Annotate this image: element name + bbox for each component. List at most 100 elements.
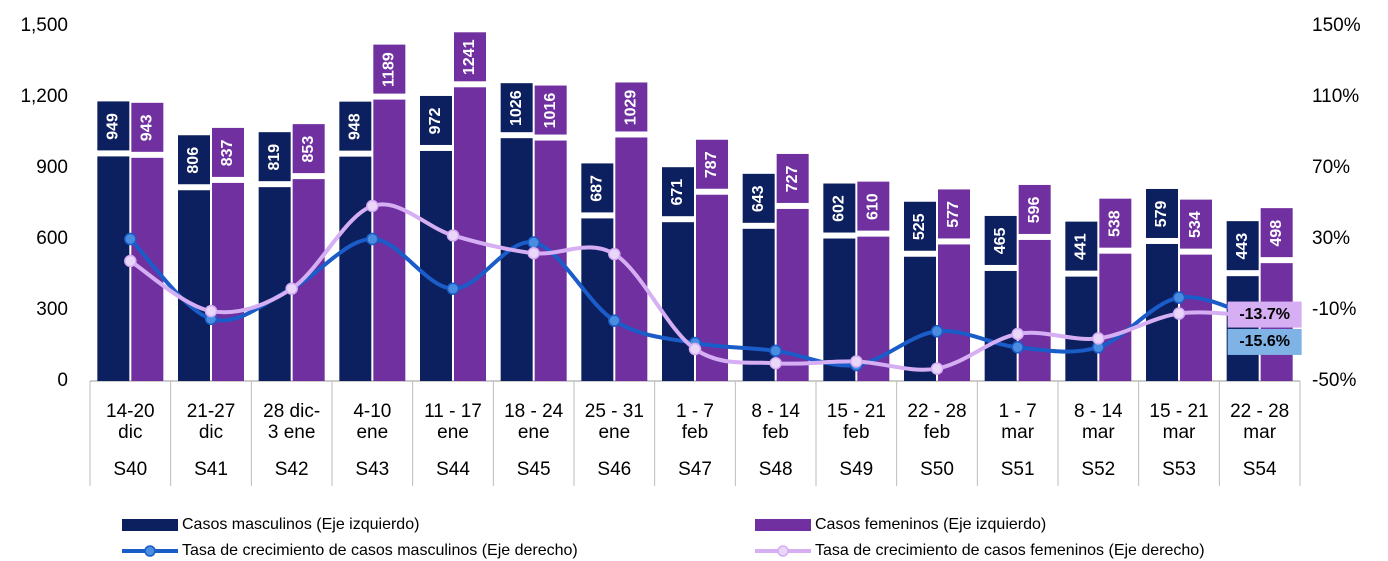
marker bbox=[527, 246, 540, 260]
marker bbox=[688, 342, 702, 356]
bar-label-box bbox=[339, 101, 372, 151]
marker bbox=[366, 199, 379, 213]
bar-label-box bbox=[258, 132, 291, 182]
bar-label: 806 bbox=[185, 147, 202, 174]
marker bbox=[527, 236, 540, 249]
bar bbox=[1099, 253, 1132, 381]
bar bbox=[339, 156, 372, 381]
legend-swatch bbox=[755, 519, 811, 531]
marker bbox=[285, 282, 298, 295]
x-tick-label: ene bbox=[518, 422, 550, 443]
legend-swatch bbox=[122, 519, 178, 531]
x-week-label: S41 bbox=[194, 459, 228, 480]
bar-label: 727 bbox=[784, 165, 801, 192]
x-week-label: S54 bbox=[1243, 459, 1277, 480]
marker bbox=[1011, 341, 1024, 354]
bar-label-box bbox=[1146, 188, 1178, 238]
x-tick-label: 28 dic- bbox=[263, 401, 320, 422]
bar-label: 1029 bbox=[623, 90, 640, 126]
bar-label: 525 bbox=[911, 213, 928, 240]
bar-label: 538 bbox=[1107, 210, 1124, 237]
bar-label-box bbox=[420, 95, 452, 145]
marker bbox=[366, 232, 379, 246]
x-tick-label: feb bbox=[924, 422, 950, 443]
x-tick-label: ene bbox=[356, 422, 388, 443]
marker bbox=[204, 304, 218, 318]
bar-label-box bbox=[212, 127, 244, 177]
x-tick-label: 4-10 bbox=[353, 401, 391, 422]
x-week-label: S51 bbox=[1001, 459, 1035, 480]
bar-label: 579 bbox=[1153, 201, 1170, 228]
bar-label-box bbox=[823, 183, 856, 233]
bar-label: 596 bbox=[1026, 197, 1043, 224]
y2-tick-label: 30% bbox=[1312, 228, 1350, 249]
x-week-label: S47 bbox=[678, 459, 712, 480]
bar bbox=[696, 194, 728, 381]
bar-label-box bbox=[292, 124, 325, 174]
marker bbox=[930, 325, 944, 338]
y-tick-label: 0 bbox=[57, 370, 68, 391]
bar-label-box bbox=[1260, 208, 1293, 258]
bar bbox=[984, 270, 1017, 381]
bar-label: 819 bbox=[266, 144, 283, 171]
bar-label-box bbox=[984, 215, 1017, 265]
bar-label-box bbox=[938, 189, 970, 239]
bar bbox=[742, 228, 775, 381]
bar-label: 643 bbox=[750, 185, 767, 212]
marker bbox=[608, 247, 621, 261]
x-week-label: S44 bbox=[436, 459, 470, 480]
x-week-label: S45 bbox=[517, 459, 551, 480]
x-tick-label: 22 - 28 bbox=[907, 401, 966, 422]
bar-label: 972 bbox=[427, 108, 444, 135]
bar-label: 534 bbox=[1187, 211, 1204, 238]
bar bbox=[420, 150, 452, 381]
x-tick-label: 22 - 28 bbox=[1230, 401, 1289, 422]
x-tick-label: 8 - 14 bbox=[1074, 401, 1123, 422]
bar-label: 602 bbox=[831, 195, 848, 222]
bar-label-box bbox=[742, 173, 775, 223]
bar-label: 1189 bbox=[381, 52, 398, 87]
bar-label-box bbox=[1018, 184, 1051, 234]
x-tick-label: 14-20 bbox=[106, 401, 155, 422]
bar-label-box bbox=[178, 135, 210, 185]
bar bbox=[1065, 276, 1098, 381]
y-tick-label: 600 bbox=[36, 228, 68, 249]
bar-label-box bbox=[581, 163, 614, 213]
y-tick-label: 1,200 bbox=[20, 86, 68, 107]
marker bbox=[446, 282, 460, 295]
x-tick-label: ene bbox=[437, 422, 469, 443]
y2-tick-label: -50% bbox=[1312, 370, 1356, 391]
marker bbox=[769, 357, 782, 370]
marker bbox=[1172, 307, 1186, 320]
bar bbox=[581, 218, 614, 381]
x-tick-label: 15 - 21 bbox=[827, 401, 886, 422]
bar bbox=[454, 87, 486, 382]
bar-label: 943 bbox=[139, 114, 156, 141]
bar-label-box bbox=[696, 139, 728, 189]
x-tick-label: feb bbox=[682, 422, 708, 443]
bar-label: 441 bbox=[1073, 233, 1090, 260]
bar bbox=[178, 190, 210, 381]
x-tick-label: feb bbox=[843, 422, 869, 443]
bar bbox=[258, 187, 291, 381]
bar-label-box bbox=[131, 102, 164, 152]
y-tick-label: 1,500 bbox=[20, 15, 68, 36]
bar-label-box bbox=[1065, 221, 1098, 271]
x-tick-label: mar bbox=[1243, 422, 1276, 443]
marker bbox=[769, 344, 782, 358]
value-label: -13.7% bbox=[1239, 306, 1290, 323]
x-week-label: S46 bbox=[597, 459, 631, 480]
value-label-box bbox=[1227, 328, 1302, 355]
bar-label-box bbox=[904, 201, 936, 251]
bar-label: 1241 bbox=[461, 39, 478, 75]
legend-marker bbox=[144, 545, 156, 557]
bar-label: 787 bbox=[703, 151, 720, 178]
bar-label: 948 bbox=[347, 113, 364, 140]
bar-label: 837 bbox=[219, 139, 236, 166]
bar-label: 498 bbox=[1268, 220, 1285, 247]
x-tick-label: 8 - 14 bbox=[751, 401, 800, 422]
bar-label-box bbox=[615, 82, 648, 132]
x-week-label: S43 bbox=[355, 459, 389, 480]
legend-label: Tasa de crecimiento de casos masculinos … bbox=[182, 542, 578, 559]
